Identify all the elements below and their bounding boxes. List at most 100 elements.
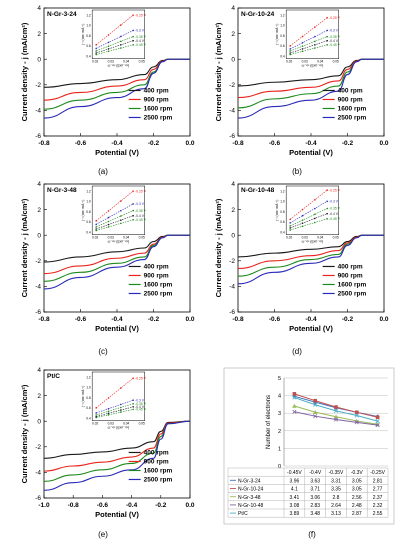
inset-series-label: -0.25 V (329, 16, 340, 20)
y-tick-label: 2 (37, 207, 41, 214)
table-cell: 2.87 (352, 511, 362, 517)
table-row-label: N-Gr-3-24 (238, 478, 261, 484)
legend-entry: 1600 rpm (144, 467, 173, 474)
inset-point (132, 406, 134, 408)
inset-y-tick-label: 1.2 (86, 189, 91, 193)
inset-point (95, 47, 97, 50)
panel-caption: (a) (98, 167, 108, 176)
legend-entry: 400 rpm (144, 449, 169, 456)
inset-series-line (290, 218, 328, 231)
table-cell: 3.96 (290, 478, 300, 484)
legend-entry: 400 rpm (144, 87, 169, 94)
inset-series-line (96, 406, 134, 417)
inset-x-tick-label: 0.03 (302, 60, 308, 64)
inset-point (95, 223, 97, 226)
y-axis-label: Number of electrons (266, 395, 272, 449)
inset-point (314, 35, 316, 38)
inset-x-tick-label: 0.04 (123, 422, 129, 426)
inset-point (132, 203, 134, 205)
series-line-0 (43, 420, 191, 459)
x-tick-label: -0.6 (269, 316, 281, 323)
inset-y-tick-label: 0.6 (86, 220, 91, 224)
x-tick-label: -0.8 (38, 140, 50, 147)
panel-caption: (c) (98, 347, 108, 356)
table-header-cell: -0.45V (287, 470, 302, 476)
table-cell: 3.06 (310, 495, 320, 501)
inset-chart: 0.4 0.6 0.8 1.0 1.2 0.02 0.03 0.04 0.05 ω⁻¹/² (rp… (81, 185, 147, 244)
inset-x-tick-label: 0.05 (139, 236, 145, 240)
y-tick-label: 0 (231, 232, 235, 239)
inset-y-tick-label: 1.2 (280, 13, 285, 17)
legend-entry: 2500 rpm (338, 290, 367, 297)
inset-point (120, 411, 122, 413)
inset-point (326, 35, 328, 38)
legend-entry: 1600 rpm (144, 105, 173, 112)
inset-x-tick-label: 0.05 (139, 60, 145, 64)
sample-label: N-Gr-10-48 (241, 187, 275, 194)
inset-series-label: -0.4 V (329, 39, 339, 43)
inset-chart: 0.4 0.6 0.8 1.0 1.2 0.02 0.03 0.04 0.05 ω⁻¹/² (rp… (81, 9, 147, 68)
inset-point (289, 48, 291, 50)
inset-point (301, 41, 304, 44)
inset-point (95, 52, 97, 54)
inset-point (326, 29, 328, 32)
x-axis-label: Potential (V) (95, 510, 139, 519)
inset-point (301, 225, 304, 228)
x-tick-label: -0.8 (38, 316, 50, 323)
inset-point (120, 47, 122, 49)
inset-series-label: -0.45 V (135, 408, 146, 412)
sample-label: N-Gr-3-48 (47, 187, 77, 194)
inset-point (314, 44, 316, 46)
x-tick-label: 0.0 (185, 140, 194, 147)
x-axis-label: Potential (V) (289, 324, 333, 333)
inset-series-label: -0.3 V (135, 398, 145, 402)
table-row-label: N-Gr-10-24 (238, 487, 264, 493)
legend-entry: 2500 rpm (144, 114, 173, 121)
inset-point (120, 406, 122, 409)
y-tick-label: 3 (278, 411, 281, 417)
inset-point (132, 377, 134, 379)
y-tick-label: -4 (35, 470, 41, 477)
inset-x-axis-label: ω⁻¹/² (rpm⁻¹/²) (302, 64, 324, 68)
inset-point (289, 229, 291, 231)
inset-x-tick-label: 0.04 (317, 60, 323, 64)
inset-y-tick-label: 0.8 (280, 210, 285, 214)
inset-series-label: -0.3 V (329, 29, 339, 33)
inset-point (289, 222, 291, 224)
inset-series-label: -0.45 V (135, 218, 146, 222)
inset-y-axis-label: j⁻¹ (cm² mA⁻¹) (275, 24, 279, 46)
inset-point (107, 410, 110, 413)
table-cell: 2.48 (352, 503, 362, 509)
y-tick-label: 0 (37, 232, 41, 239)
inset-y-tick-label: 0.8 (86, 34, 91, 38)
inset-series-line (290, 44, 328, 55)
inset-x-tick-label: 0.05 (139, 422, 145, 426)
data-point (355, 410, 359, 415)
x-tick-label: -0.4 (126, 502, 138, 509)
inset-series-label: -0.35 V (329, 207, 340, 211)
inset-point (95, 50, 97, 52)
table-cell: 3.05 (352, 478, 362, 484)
inset-y-tick-label: 0.4 (280, 54, 285, 58)
inset-series-line (96, 36, 134, 52)
inset-series-line (96, 409, 134, 418)
y-tick-label: -2 (229, 258, 235, 265)
inset-x-tick-label: 0.02 (286, 236, 292, 240)
legend-entry: 900 rpm (144, 272, 169, 279)
x-tick-label: 0.0 (379, 140, 388, 147)
table-row-label: N-Gr-3-48 (238, 495, 261, 501)
inset-series-line (95, 377, 134, 409)
inset-point (95, 414, 97, 416)
inset-y-tick-label: 1.2 (86, 13, 91, 17)
inset-point (132, 44, 134, 46)
inset-y-tick-label: 0.4 (280, 230, 285, 234)
inset-x-tick-label: 0.03 (108, 236, 114, 240)
inset-point (107, 210, 110, 212)
inset-point (314, 47, 316, 49)
sample-label: Pt/C (47, 373, 60, 380)
inset-point (301, 214, 304, 217)
inset-y-tick-label: 0.8 (280, 34, 285, 38)
y-tick-label: -6 (35, 309, 41, 316)
inset-y-axis-label: j⁻¹ (cm² mA⁻¹) (81, 386, 85, 408)
inset-series-label: -0.45 V (135, 43, 146, 47)
